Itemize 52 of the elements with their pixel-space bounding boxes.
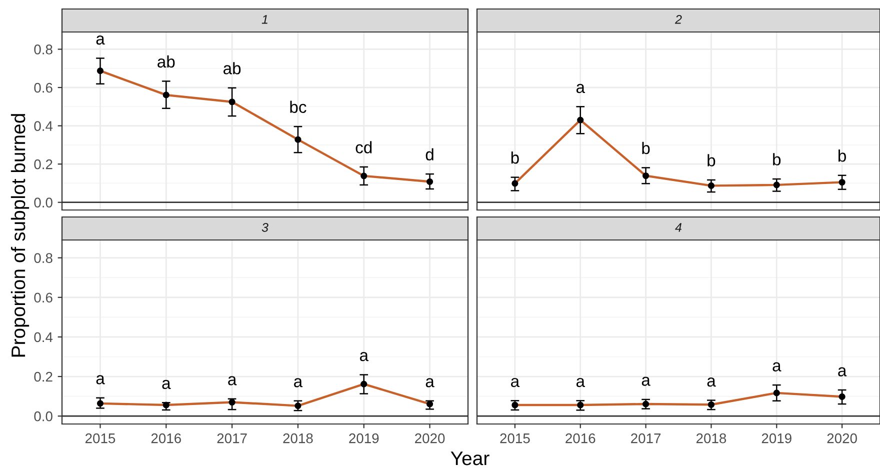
x-tick-label: 2016 [151, 433, 181, 444]
annotation: a [772, 362, 782, 372]
x-tick-label: 2020 [827, 433, 857, 444]
annotation: a [707, 378, 716, 387]
x-axis-title: Year [450, 452, 490, 466]
y-tick-label: 0.2 [34, 372, 52, 382]
x-tick-label: 2016 [566, 433, 596, 444]
annotation: b [708, 154, 716, 166]
annotation: a [162, 380, 171, 390]
x-tick-label: 2019 [349, 433, 379, 444]
annotation: a [96, 375, 105, 384]
y-tick-label: 0.2 [34, 159, 52, 170]
x-tick-label: 2018 [283, 433, 313, 444]
annotation: a [511, 378, 520, 388]
annotation: cd [356, 141, 372, 154]
annotation: b [642, 142, 650, 154]
annotation: a [360, 352, 368, 362]
annotation: a [96, 36, 105, 45]
x-tick-label: 2019 [762, 433, 792, 444]
annotation: a [576, 378, 585, 388]
annotation: a [642, 376, 650, 386]
x-tick-label: 2015 [85, 433, 116, 444]
x-tick-label: 2018 [696, 433, 726, 444]
annotation: a [228, 376, 237, 386]
annotation: ab [158, 55, 175, 68]
y-tick-label: 0.4 [34, 332, 53, 342]
annotation: d [426, 148, 434, 160]
chart-title: 4 [675, 223, 682, 232]
chart-title: 3 [262, 223, 268, 232]
annotation: b [511, 151, 519, 164]
chart-title: 2 [674, 15, 682, 24]
y-tick-label: 0.6 [34, 292, 52, 303]
chart-title: 1 [262, 15, 268, 24]
y-tick-label: 0.0 [34, 198, 52, 208]
annotation: a [838, 367, 847, 376]
y-tick-label: 0.4 [34, 121, 53, 131]
annotation: b [773, 153, 781, 166]
annotation: a [294, 378, 303, 388]
y-tick-label: 0.8 [34, 253, 52, 263]
annotation: a [426, 378, 434, 388]
y-tick-label: 0.0 [34, 411, 52, 422]
annotation: b [838, 150, 846, 162]
x-tick-label: 2020 [415, 433, 445, 444]
annotation: a [576, 84, 585, 94]
y-tick-label: 0.8 [34, 44, 52, 54]
x-tick-label: 2017 [217, 433, 247, 444]
annotation: ab [223, 62, 241, 74]
x-tick-label: 2015 [500, 433, 530, 444]
annotation: bc [290, 100, 306, 113]
y-tick-label: 0.6 [34, 82, 52, 93]
x-tick-label: 2017 [631, 433, 661, 444]
y-axis-title: Proportion of subplot burned [10, 114, 30, 357]
